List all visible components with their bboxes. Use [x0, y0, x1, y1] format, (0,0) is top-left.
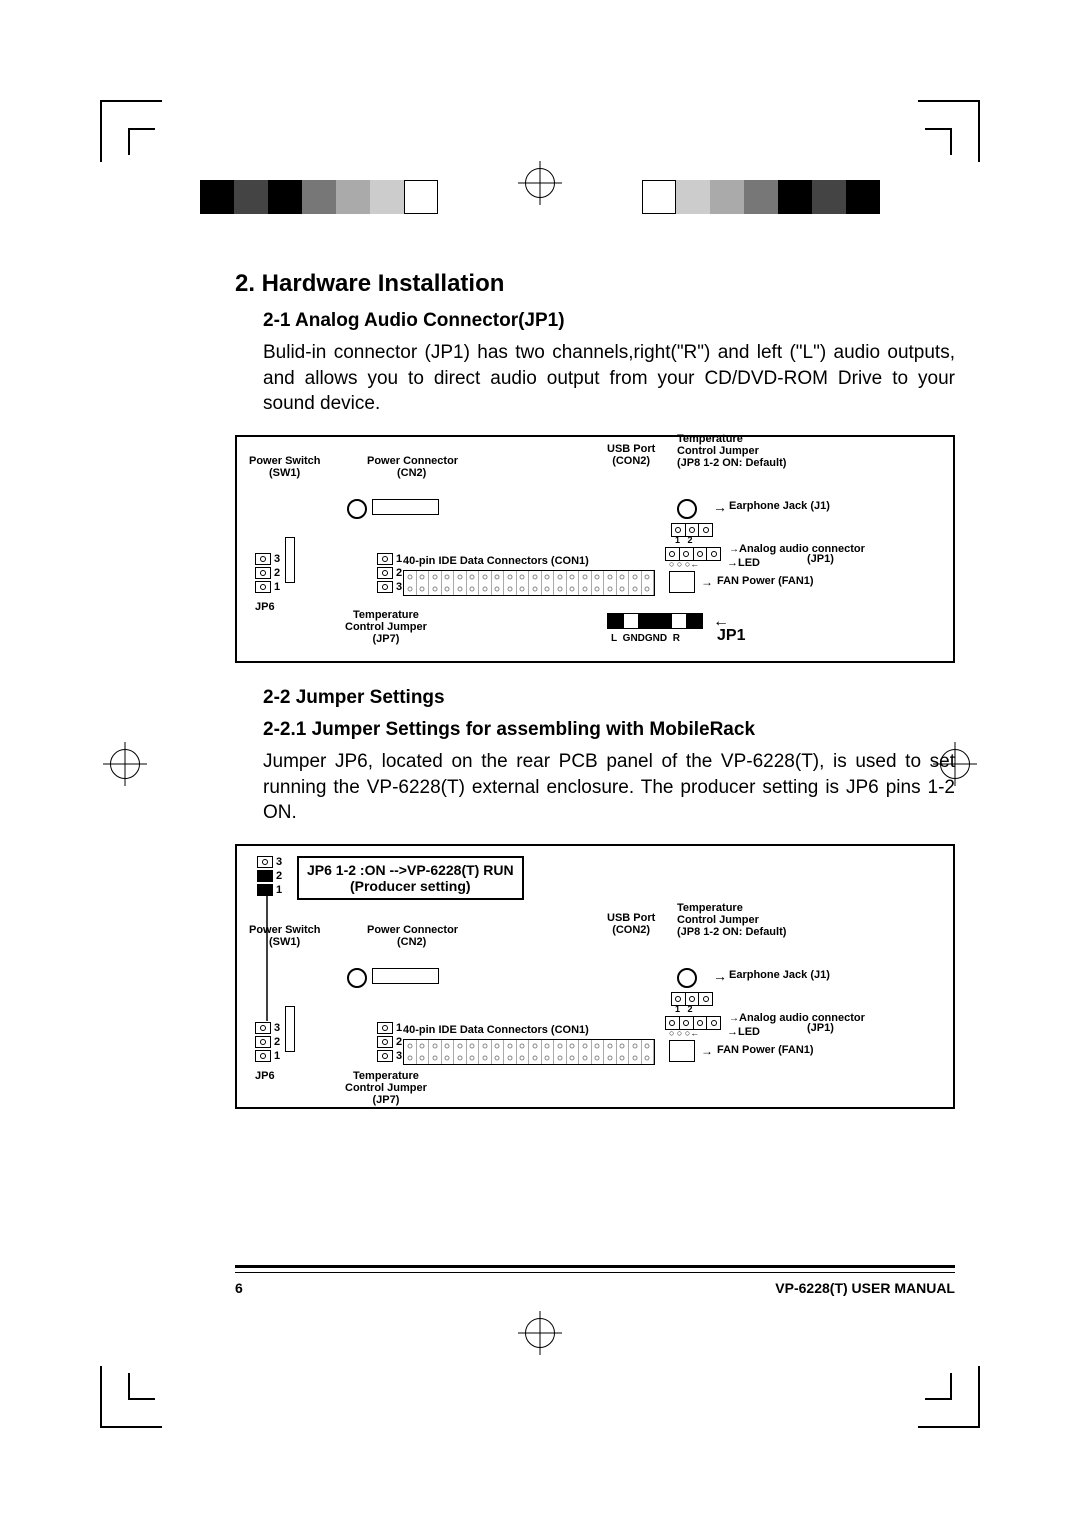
ide-connector — [403, 1039, 655, 1065]
fan-label: FAN Power (FAN1) — [717, 1044, 814, 1056]
fan-arrow: → — [701, 1044, 713, 1058]
usb-port-icon — [677, 499, 697, 519]
jp7-jumper: 1 2 3 — [377, 1022, 402, 1064]
page: 2. Hardware Installation 2-1 Analog Audi… — [0, 0, 1080, 1528]
section-title: 2. Hardware Installation — [235, 270, 955, 298]
crop-mark-inner — [925, 128, 952, 155]
earphone-arrow: → — [713, 968, 727, 984]
diagram-jp6: 3 2 1 JP6 1-2 :ON -->VP-6228(T) RUN (Pro… — [235, 844, 955, 1109]
sw1-body — [285, 537, 295, 583]
crop-mark-inner — [128, 1373, 155, 1400]
earphone-label: Earphone Jack (J1) — [729, 969, 830, 981]
ide-connector — [403, 570, 655, 596]
power-conn-body — [372, 499, 439, 515]
page-number: 6 — [235, 1280, 243, 1296]
jp6-callout-box: JP6 1-2 :ON -->VP-6228(T) RUN (Producer … — [297, 856, 524, 900]
jp6-jumper: 3 2 1 — [255, 1022, 280, 1064]
jp6-label: JP6 — [255, 601, 275, 613]
jp7-label: TemperatureControl Jumper(JP7) — [345, 1070, 427, 1106]
registration-strip-left — [200, 180, 438, 214]
jp1-sublabel: (JP1) — [807, 1022, 834, 1034]
subsection-2-2-1-body: Jumper JP6, located on the rear PCB pane… — [263, 749, 955, 826]
crop-mark-inner — [925, 1373, 952, 1400]
power-conn-body — [372, 968, 439, 984]
analog-audio-label: →Analog audio connector — [729, 1012, 865, 1024]
led-label: →LED — [727, 557, 760, 569]
usb-port-label: USB Port(CON2) — [607, 912, 655, 936]
jp1-big-label: JP1 — [717, 627, 745, 645]
subsection-2-2-title: 2-2 Jumper Settings — [263, 687, 955, 709]
callout-line-icon — [259, 896, 279, 1026]
ide-label: 40-pin IDE Data Connectors (CON1) — [403, 1024, 589, 1036]
registration-target-bottom — [525, 1318, 555, 1348]
subsection-2-1-title: 2-1 Analog Audio Connector(JP1) — [263, 310, 955, 332]
jp1-pin-labels: L GNDGND R — [611, 633, 680, 644]
earphone-label: Earphone Jack (J1) — [729, 500, 830, 512]
jp6-jumper: 3 2 1 — [255, 553, 280, 595]
fan-block — [669, 571, 695, 593]
power-connector-port — [347, 499, 367, 519]
usb-port-icon — [677, 968, 697, 988]
jp6-callout-jumper: 3 2 1 — [257, 856, 282, 898]
power-connector-label: Power Connector(CN2) — [367, 924, 458, 948]
jp1-pin-row — [607, 613, 703, 629]
sw1-body — [285, 1006, 295, 1052]
subsection-2-1-body: Bulid-in connector (JP1) has two channel… — [263, 340, 955, 417]
registration-target-left — [110, 749, 140, 779]
registration-strip-right — [642, 180, 880, 214]
led-pins: ○ ○ ○← — [669, 559, 699, 569]
temp-jumper-label: TemperatureControl Jumper(JP8 1-2 ON: De… — [677, 433, 786, 469]
crop-mark-inner — [128, 128, 155, 155]
jp6-label: JP6 — [255, 1070, 275, 1082]
earphone-arrow: → — [713, 499, 727, 515]
footer-manual: VP-6228(T) USER MANUAL — [775, 1280, 955, 1296]
footer-rule — [235, 1265, 955, 1273]
led-pins: ○ ○ ○← — [669, 1028, 699, 1038]
jp8-pin-nums: 1 2 — [675, 1004, 693, 1014]
ide-label: 40-pin IDE Data Connectors (CON1) — [403, 555, 589, 567]
fan-arrow: → — [701, 575, 713, 589]
temp-jumper-label: TemperatureControl Jumper(JP8 1-2 ON: De… — [677, 902, 786, 938]
usb-port-label: USB Port(CON2) — [607, 443, 655, 467]
jp7-jumper: 1 2 3 — [377, 553, 402, 595]
analog-audio-label: →Analog audio connector — [729, 543, 865, 555]
jp7-label: TemperatureControl Jumper(JP7) — [345, 609, 427, 645]
power-connector-port — [347, 968, 367, 988]
footer: 6 VP-6228(T) USER MANUAL — [235, 1280, 955, 1296]
fan-block — [669, 1040, 695, 1062]
fan-label: FAN Power (FAN1) — [717, 575, 814, 587]
jp1-sublabel: (JP1) — [807, 553, 834, 565]
subsection-2-2-1-title: 2-2.1 Jumper Settings for assembling wit… — [263, 719, 955, 741]
jp8-pin-nums: 1 2 — [675, 535, 693, 545]
diagram-jp1: Power Switch(SW1) Power Connector(CN2) U… — [235, 435, 955, 663]
power-switch-label: Power Switch(SW1) — [249, 455, 321, 479]
content-area: 2. Hardware Installation 2-1 Analog Audi… — [235, 270, 955, 1109]
registration-target-top — [525, 168, 555, 198]
power-connector-label: Power Connector(CN2) — [367, 455, 458, 479]
led-label: →LED — [727, 1026, 760, 1038]
